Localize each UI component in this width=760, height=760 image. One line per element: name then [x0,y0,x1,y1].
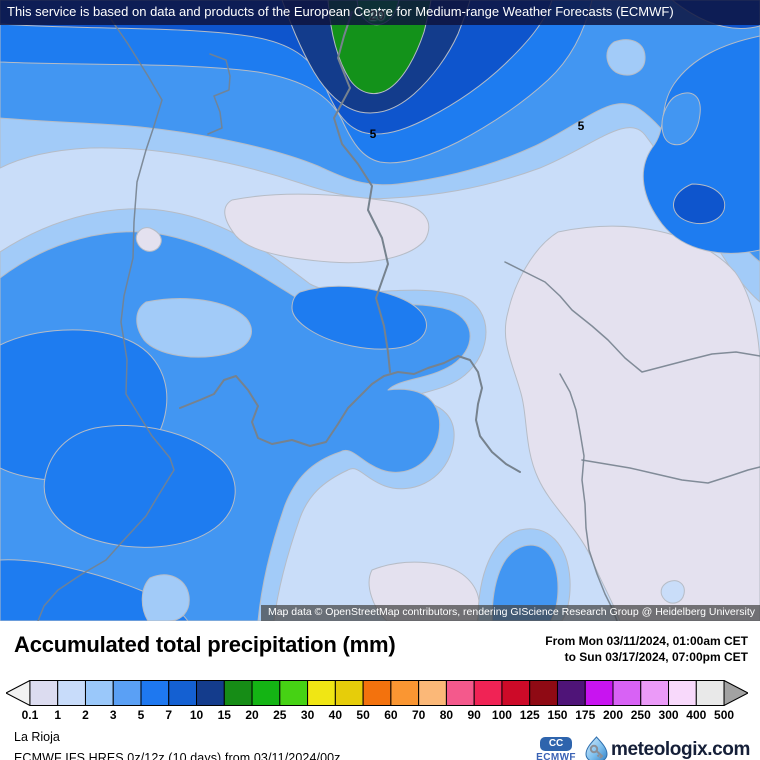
scale-cell [362,680,392,706]
legend-panel: Accumulated total precipitation (mm) Fro… [0,621,760,760]
ecmwf-logo: CC ECMWF [536,737,576,760]
page-title: Accumulated total precipitation (mm) [14,632,396,657]
precipitation-map: This service is based on data and produc… [0,0,760,621]
scale-tick-label: 2 [82,708,89,722]
scale-tick-label: 40 [328,708,343,722]
scale-cell [501,680,531,706]
color-scale-labels: 0.1 1 2 3 5 7 10 15 20 25 30 40 50 60 70 80 90 100 125 150 1… [6,708,748,724]
scale-cell [251,680,281,706]
scale-tick-label: 150 [547,708,568,722]
scale-tick-label: 0.1 [21,708,39,722]
scale-tick-label: 5 [137,708,145,722]
scale-cell [196,680,225,706]
precipitation-contours [0,0,760,621]
meteologix-logo-text: meteologix.com [610,738,750,760]
scale-tick-label: 7 [165,708,173,722]
scale-tick-label: 15 [217,708,231,722]
color-scale-bar [6,680,748,706]
scale-tick-label: 50 [356,708,370,722]
region-label: La Rioja [14,730,60,744]
scale-cell [612,680,642,706]
scale-cell [279,680,309,706]
scale-cell [112,680,142,706]
scale-tick-label: 10 [189,708,204,722]
admin-borders [37,11,760,621]
scale-cell [584,680,614,706]
scale-tick-label: 125 [519,708,540,722]
service-banner-text: This service is based on data and produc… [7,4,674,19]
scale-cell [140,680,170,706]
scale-cell [57,680,86,706]
scale-tick-label: 3 [109,708,117,722]
scale-tick-label: 30 [300,708,315,722]
scale-tick-label: 1 [54,708,62,722]
map-meta: La Rioja ECMWF IFS HRES 0z/12z (10 days)… [14,728,341,760]
scale-cell [168,680,198,706]
forecast-period: From Mon 03/11/2024, 01:00am CET to Sun … [545,632,748,665]
scale-cell [668,680,697,706]
scale-tick-label: 300 [658,708,679,722]
scale-cell [473,680,503,706]
scale-cell [84,680,114,706]
scale-cell [529,680,558,706]
period-from: From Mon 03/11/2024, 01:00am CET [545,634,748,648]
scale-cell [334,680,364,706]
scale-cell [640,680,670,706]
scale-cell [223,680,253,706]
scale-tick-label: 70 [411,708,426,722]
contour-label: 5 [577,119,585,133]
model-info: ECMWF IFS HRES 0z/12z (10 days) from 03/… [14,751,341,760]
contour-label: 5 [369,127,377,141]
scale-tick-label: 400 [686,708,707,722]
scale-tick-label: 175 [575,708,596,722]
contour-label: 20 [369,7,385,23]
scale-cell [418,680,447,706]
service-banner: This service is based on data and produc… [0,0,760,25]
ecmwf-badge-icon: CC [540,737,573,751]
scale-cell [695,680,725,706]
period-to: to Sun 03/17/2024, 07:00pm CET [564,650,748,664]
scale-tick-label: 250 [630,708,651,722]
scale-cell [29,680,59,706]
scale-cell [445,680,475,706]
scale-tick-label: 60 [384,708,398,722]
scale-cell [307,680,336,706]
scale-tick-label: 80 [439,708,454,722]
scale-tick-label: 25 [273,708,287,722]
map-attribution: Map data © OpenStreetMap contributors, r… [260,605,760,621]
logos: CC ECMWF [536,736,750,760]
scale-cell [556,680,586,706]
scale-tick-label: 500 [714,708,735,722]
scale-cell [390,680,420,706]
ecmwf-logo-text: ECMWF [536,752,576,760]
scale-tick-label: 90 [467,708,481,722]
meteologix-logo: meteologix.com [585,736,750,760]
scale-tick-label: 100 [491,708,512,722]
scale-tick-label: 200 [602,708,624,722]
scale-tick-label: 20 [245,708,259,722]
meteologix-drop-icon [585,736,608,760]
